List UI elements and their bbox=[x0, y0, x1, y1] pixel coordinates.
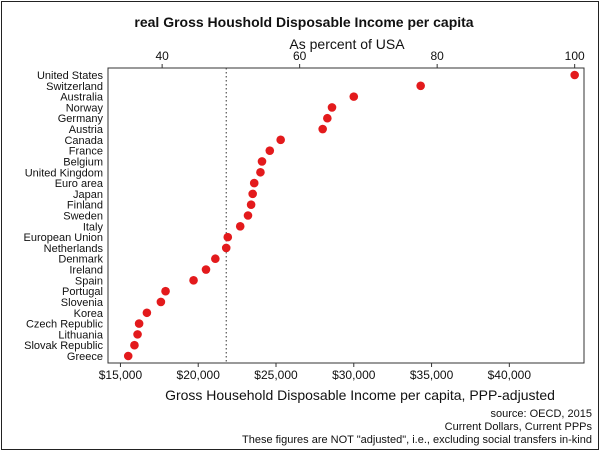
category-label: Ireland bbox=[69, 265, 103, 277]
category-label: Spain bbox=[75, 275, 103, 287]
category-label: Australia bbox=[60, 92, 104, 104]
category-label: Germany bbox=[58, 113, 104, 125]
data-point bbox=[349, 92, 359, 101]
data-point bbox=[133, 330, 142, 339]
data-point bbox=[257, 157, 267, 166]
top-tick-label: 40 bbox=[155, 49, 169, 63]
category-label: United Kingdom bbox=[25, 167, 103, 179]
data-point bbox=[570, 70, 579, 80]
top-axis-ticks: 40 60 80 100 bbox=[155, 49, 585, 68]
bottom-tick-label: $20,000 bbox=[177, 368, 221, 382]
data-point bbox=[123, 351, 133, 361]
category-label: Belgium bbox=[63, 156, 103, 168]
category-label: Canada bbox=[64, 135, 103, 147]
data-point bbox=[416, 81, 425, 91]
category-label: Netherlands bbox=[44, 243, 104, 255]
category-label: Slovenia bbox=[61, 297, 104, 309]
data-point bbox=[276, 135, 285, 145]
chart-title: real Gross Houshold Disposable Income pe… bbox=[134, 14, 473, 30]
data-point bbox=[327, 103, 337, 112]
category-label: Greece bbox=[67, 351, 103, 363]
category-label: United States bbox=[37, 70, 104, 82]
data-point bbox=[323, 113, 332, 123]
currency-note: Current Dollars, Current PPPs bbox=[445, 421, 593, 433]
data-point bbox=[156, 297, 166, 307]
bottom-tick-label: $40,000 bbox=[488, 368, 532, 382]
category-label: Korea bbox=[74, 308, 104, 320]
data-point bbox=[318, 124, 327, 134]
top-axis-label: As percent of USA bbox=[289, 36, 405, 52]
category-label: France bbox=[69, 146, 103, 158]
data-point bbox=[235, 222, 245, 231]
category-label: European Union bbox=[23, 232, 103, 244]
category-label: Finland bbox=[67, 200, 103, 212]
bottom-tick-label: $15,000 bbox=[99, 368, 143, 382]
data-point bbox=[161, 286, 170, 296]
data-point bbox=[256, 167, 265, 177]
category-label: Switzerland bbox=[46, 81, 103, 93]
category-label: Sweden bbox=[63, 211, 103, 223]
data-point bbox=[134, 319, 144, 328]
bottom-axis-ticks: $15,000 $20,000 $25,000 $30,000 $35,000 $40,0… bbox=[99, 363, 532, 382]
data-point bbox=[221, 243, 231, 253]
data-point bbox=[223, 232, 233, 242]
category-label: Slovak Republic bbox=[24, 340, 103, 352]
adjustment-note: These figures are NOT "adjusted", i.e., … bbox=[242, 434, 592, 446]
data-point bbox=[248, 189, 257, 199]
data-point bbox=[211, 254, 220, 264]
top-tick-label: 100 bbox=[565, 49, 585, 63]
data-point bbox=[265, 146, 275, 155]
category-label: Denmark bbox=[58, 254, 103, 266]
category-label: Euro area bbox=[55, 178, 104, 190]
category-label: Norway bbox=[66, 102, 104, 114]
category-label: Austria bbox=[69, 124, 104, 136]
top-tick-label: 80 bbox=[430, 49, 444, 63]
data-point bbox=[130, 340, 139, 350]
data-point bbox=[246, 200, 256, 209]
data-point bbox=[243, 211, 253, 220]
top-tick-label: 60 bbox=[293, 49, 307, 63]
category-label: Portugal bbox=[62, 286, 103, 298]
data-point bbox=[201, 265, 211, 274]
category-label: Japan bbox=[73, 189, 103, 201]
bottom-tick-label: $25,000 bbox=[254, 368, 298, 382]
bottom-tick-label: $30,000 bbox=[332, 368, 376, 382]
x-axis-label: Gross Household Disposable Income per ca… bbox=[165, 387, 555, 403]
bottom-tick-label: $35,000 bbox=[410, 368, 454, 382]
category-label: Czech Republic bbox=[26, 319, 104, 331]
source-note: source: OECD, 2015 bbox=[491, 408, 593, 420]
data-point bbox=[189, 276, 198, 285]
data-point bbox=[142, 308, 152, 318]
category-labels: United StatesSwitzerlandAustraliaNorwayG… bbox=[23, 70, 103, 363]
data-point bbox=[249, 178, 259, 188]
data-points bbox=[123, 70, 579, 361]
category-label: Lithuania bbox=[58, 329, 104, 341]
category-label: Italy bbox=[83, 221, 104, 233]
plot-area bbox=[107, 67, 585, 364]
